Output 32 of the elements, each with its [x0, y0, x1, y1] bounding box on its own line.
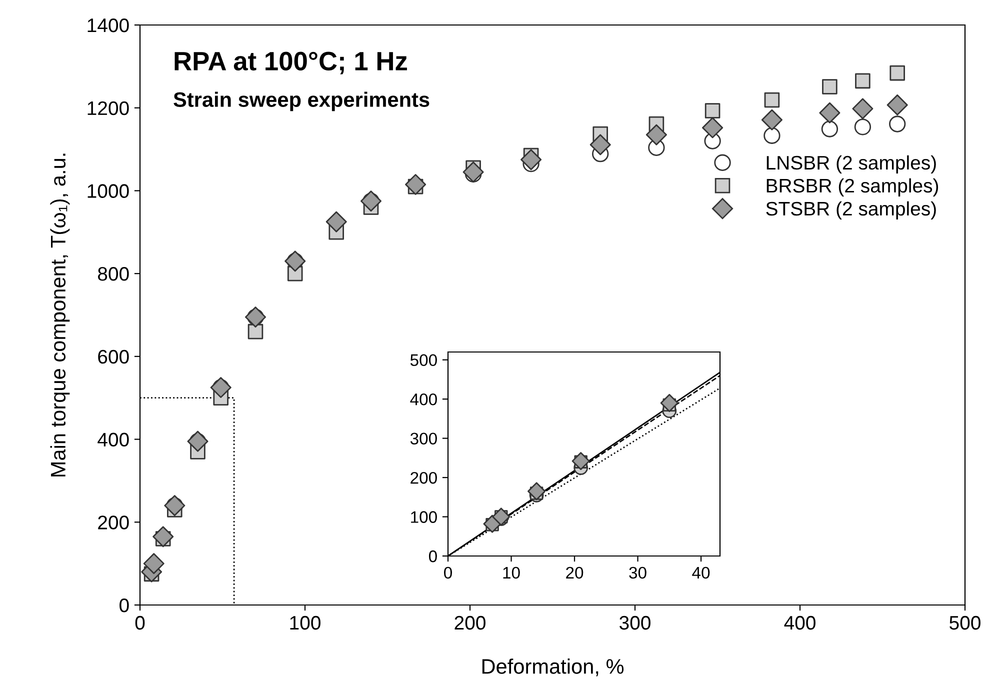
x-axis-title: Deformation, % — [482, 658, 624, 676]
y-tick-label: 200 — [98, 516, 129, 530]
y-tick-label: 300 — [410, 432, 437, 445]
y-tick-label: 400 — [98, 432, 129, 447]
y-tick-label: 600 — [98, 350, 129, 364]
y-tick-label: 800 — [98, 267, 129, 281]
legend-label: LNSBR (2 samples) — [766, 155, 936, 174]
x-tick-label: 20 — [566, 566, 584, 579]
legend-label: STSBR (2 samples) — [766, 201, 936, 220]
x-tick-label: 0 — [444, 566, 452, 579]
legend-label: BRSBR (2 samples) — [766, 178, 938, 196]
x-tick-label: 0 — [135, 616, 145, 630]
y-tick-label: 0 — [120, 598, 129, 612]
x-tick-label: 300 — [620, 616, 650, 630]
x-tick-label: 10 — [503, 566, 520, 579]
text: Strain sweep experiments — [174, 92, 430, 112]
x-tick-label: 100 — [290, 616, 320, 630]
x-tick-label: 500 — [950, 616, 980, 630]
x-tick-label: 30 — [629, 566, 646, 579]
y-tick-label: 100 — [411, 511, 437, 523]
x-tick-label: 40 — [692, 566, 710, 579]
text: RPA at 100°C; 1 Hz — [174, 52, 407, 74]
y-axis-title: Main torque component, T(ω₁), a.u. — [50, 154, 70, 476]
y-tick-label: 1400 — [88, 18, 129, 32]
y-tick-label: 1200 — [88, 101, 129, 116]
y-tick-label: 200 — [410, 472, 437, 484]
y-tick-label: 0 — [428, 550, 437, 562]
y-tick-label: 400 — [410, 393, 437, 406]
y-tick-label: 1000 — [88, 184, 129, 198]
y-tick-label: 500 — [410, 354, 437, 366]
x-tick-label: 400 — [784, 616, 816, 630]
x-tick-label: 200 — [454, 616, 486, 630]
